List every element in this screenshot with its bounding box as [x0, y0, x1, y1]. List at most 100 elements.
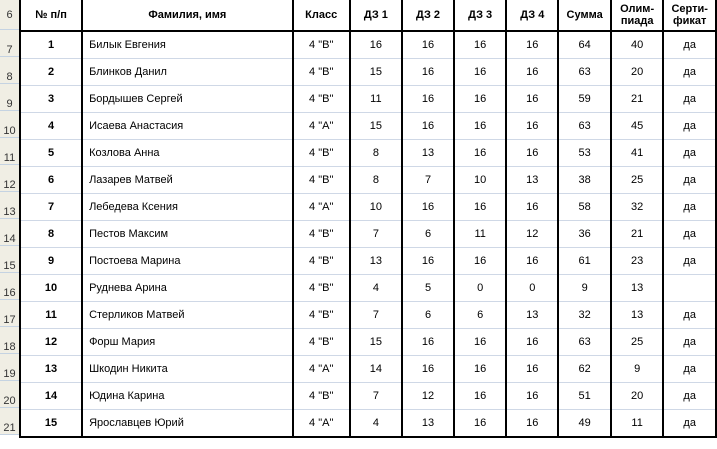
cell-dz2[interactable]: 16 — [400, 30, 456, 59]
cell-certificate[interactable]: да — [662, 409, 717, 438]
cell-sum[interactable]: 32 — [557, 301, 612, 329]
cell-name[interactable]: Постоева Марина — [81, 247, 294, 275]
cell-dz2[interactable]: 16 — [400, 328, 456, 356]
cell-dz4[interactable]: 16 — [505, 30, 560, 59]
row-number[interactable]: 13 — [0, 192, 19, 219]
cell-num[interactable]: 2 — [18, 58, 84, 86]
cell-dz3[interactable]: 10 — [453, 166, 508, 194]
cell-num[interactable]: 15 — [18, 409, 84, 438]
cell-num[interactable]: 11 — [18, 301, 84, 329]
cell-dz1[interactable]: 8 — [348, 166, 403, 194]
cell-dz2[interactable]: 16 — [400, 355, 456, 383]
cell-dz3[interactable]: 11 — [453, 220, 508, 248]
cell-num[interactable]: 13 — [18, 355, 84, 383]
cell-num[interactable]: 10 — [18, 274, 84, 302]
cell-dz1[interactable]: 11 — [348, 85, 403, 113]
cell-num[interactable]: 14 — [18, 382, 84, 410]
cell-certificate[interactable]: да — [662, 193, 717, 221]
cell-dz1[interactable]: 4 — [348, 409, 403, 438]
cell-sum[interactable]: 51 — [557, 382, 612, 410]
cell-certificate[interactable] — [662, 274, 717, 302]
cell-sum[interactable]: 64 — [557, 30, 612, 59]
cell-olympiad[interactable]: 13 — [609, 274, 665, 302]
cell-dz1[interactable]: 15 — [348, 328, 403, 356]
cell-dz3[interactable]: 16 — [453, 247, 508, 275]
cell-dz4[interactable]: 0 — [505, 274, 560, 302]
header-olympiad[interactable]: Олим- пиада — [609, 0, 665, 32]
cell-name[interactable]: Козлова Анна — [81, 139, 294, 167]
cell-name[interactable]: Билык Евгения — [81, 30, 294, 59]
cell-olympiad[interactable]: 21 — [609, 85, 665, 113]
cell-dz1[interactable]: 7 — [348, 220, 403, 248]
cell-certificate[interactable]: да — [662, 220, 717, 248]
cell-name[interactable]: Бордышев Сергей — [81, 85, 294, 113]
cell-dz1[interactable]: 7 — [348, 301, 403, 329]
row-number[interactable]: 8 — [0, 57, 19, 84]
cell-olympiad[interactable]: 40 — [609, 30, 665, 59]
cell-dz4[interactable]: 16 — [505, 409, 560, 438]
cell-certificate[interactable]: да — [662, 328, 717, 356]
cell-class[interactable]: 4 "В" — [291, 139, 351, 167]
cell-dz3[interactable]: 16 — [453, 58, 508, 86]
cell-num[interactable]: 8 — [18, 220, 84, 248]
cell-dz2[interactable]: 16 — [400, 247, 456, 275]
cell-sum[interactable]: 36 — [557, 220, 612, 248]
cell-dz4[interactable]: 16 — [505, 382, 560, 410]
cell-name[interactable]: Лебедева Ксения — [81, 193, 294, 221]
cell-olympiad[interactable]: 41 — [609, 139, 665, 167]
cell-name[interactable]: Лазарев Матвей — [81, 166, 294, 194]
cell-olympiad[interactable]: 9 — [609, 355, 665, 383]
header-class[interactable]: Класс — [291, 0, 351, 32]
row-number[interactable]: 9 — [0, 84, 19, 111]
row-number[interactable]: 10 — [0, 111, 19, 138]
cell-olympiad[interactable]: 11 — [609, 409, 665, 438]
cell-name[interactable]: Стерликов Матвей — [81, 301, 294, 329]
cell-sum[interactable]: 59 — [557, 85, 612, 113]
cell-dz4[interactable]: 16 — [505, 355, 560, 383]
row-number[interactable]: 19 — [0, 354, 19, 381]
cell-dz2[interactable]: 16 — [400, 85, 456, 113]
cell-dz3[interactable]: 16 — [453, 382, 508, 410]
cell-dz3[interactable]: 16 — [453, 85, 508, 113]
cell-dz4[interactable]: 13 — [505, 166, 560, 194]
cell-dz4[interactable]: 13 — [505, 301, 560, 329]
cell-class[interactable]: 4 "В" — [291, 274, 351, 302]
cell-dz3[interactable]: 16 — [453, 355, 508, 383]
header-dz4[interactable]: ДЗ 4 — [505, 0, 560, 32]
cell-certificate[interactable]: да — [662, 355, 717, 383]
cell-dz1[interactable]: 10 — [348, 193, 403, 221]
cell-num[interactable]: 7 — [18, 193, 84, 221]
cell-dz1[interactable]: 16 — [348, 30, 403, 59]
cell-dz4[interactable]: 16 — [505, 328, 560, 356]
cell-dz4[interactable]: 16 — [505, 247, 560, 275]
cell-sum[interactable]: 9 — [557, 274, 612, 302]
cell-dz2[interactable]: 13 — [400, 139, 456, 167]
cell-sum[interactable]: 63 — [557, 112, 612, 140]
cell-class[interactable]: 4 "В" — [291, 166, 351, 194]
cell-dz1[interactable]: 8 — [348, 139, 403, 167]
header-dz3[interactable]: ДЗ 3 — [453, 0, 508, 32]
cell-class[interactable]: 4 "В" — [291, 85, 351, 113]
cell-dz2[interactable]: 5 — [400, 274, 456, 302]
row-number[interactable]: 14 — [0, 219, 19, 246]
cell-dz3[interactable]: 16 — [453, 193, 508, 221]
cell-name[interactable]: Шкодин Никита — [81, 355, 294, 383]
header-sum[interactable]: Сумма — [557, 0, 612, 32]
cell-name[interactable]: Юдина Карина — [81, 382, 294, 410]
cell-class[interactable]: 4 "В" — [291, 247, 351, 275]
cell-class[interactable]: 4 "В" — [291, 328, 351, 356]
cell-dz2[interactable]: 7 — [400, 166, 456, 194]
cell-sum[interactable]: 63 — [557, 328, 612, 356]
cell-num[interactable]: 1 — [18, 30, 84, 59]
cell-dz4[interactable]: 16 — [505, 112, 560, 140]
cell-olympiad[interactable]: 13 — [609, 301, 665, 329]
cell-dz4[interactable]: 12 — [505, 220, 560, 248]
cell-dz3[interactable]: 6 — [453, 301, 508, 329]
cell-dz1[interactable]: 7 — [348, 382, 403, 410]
cell-num[interactable]: 5 — [18, 139, 84, 167]
cell-dz1[interactable]: 15 — [348, 58, 403, 86]
header-certificate[interactable]: Серти- фикат — [662, 0, 717, 32]
cell-certificate[interactable]: да — [662, 139, 717, 167]
row-number[interactable]: 18 — [0, 327, 19, 354]
header-dz1[interactable]: ДЗ 1 — [348, 0, 403, 32]
